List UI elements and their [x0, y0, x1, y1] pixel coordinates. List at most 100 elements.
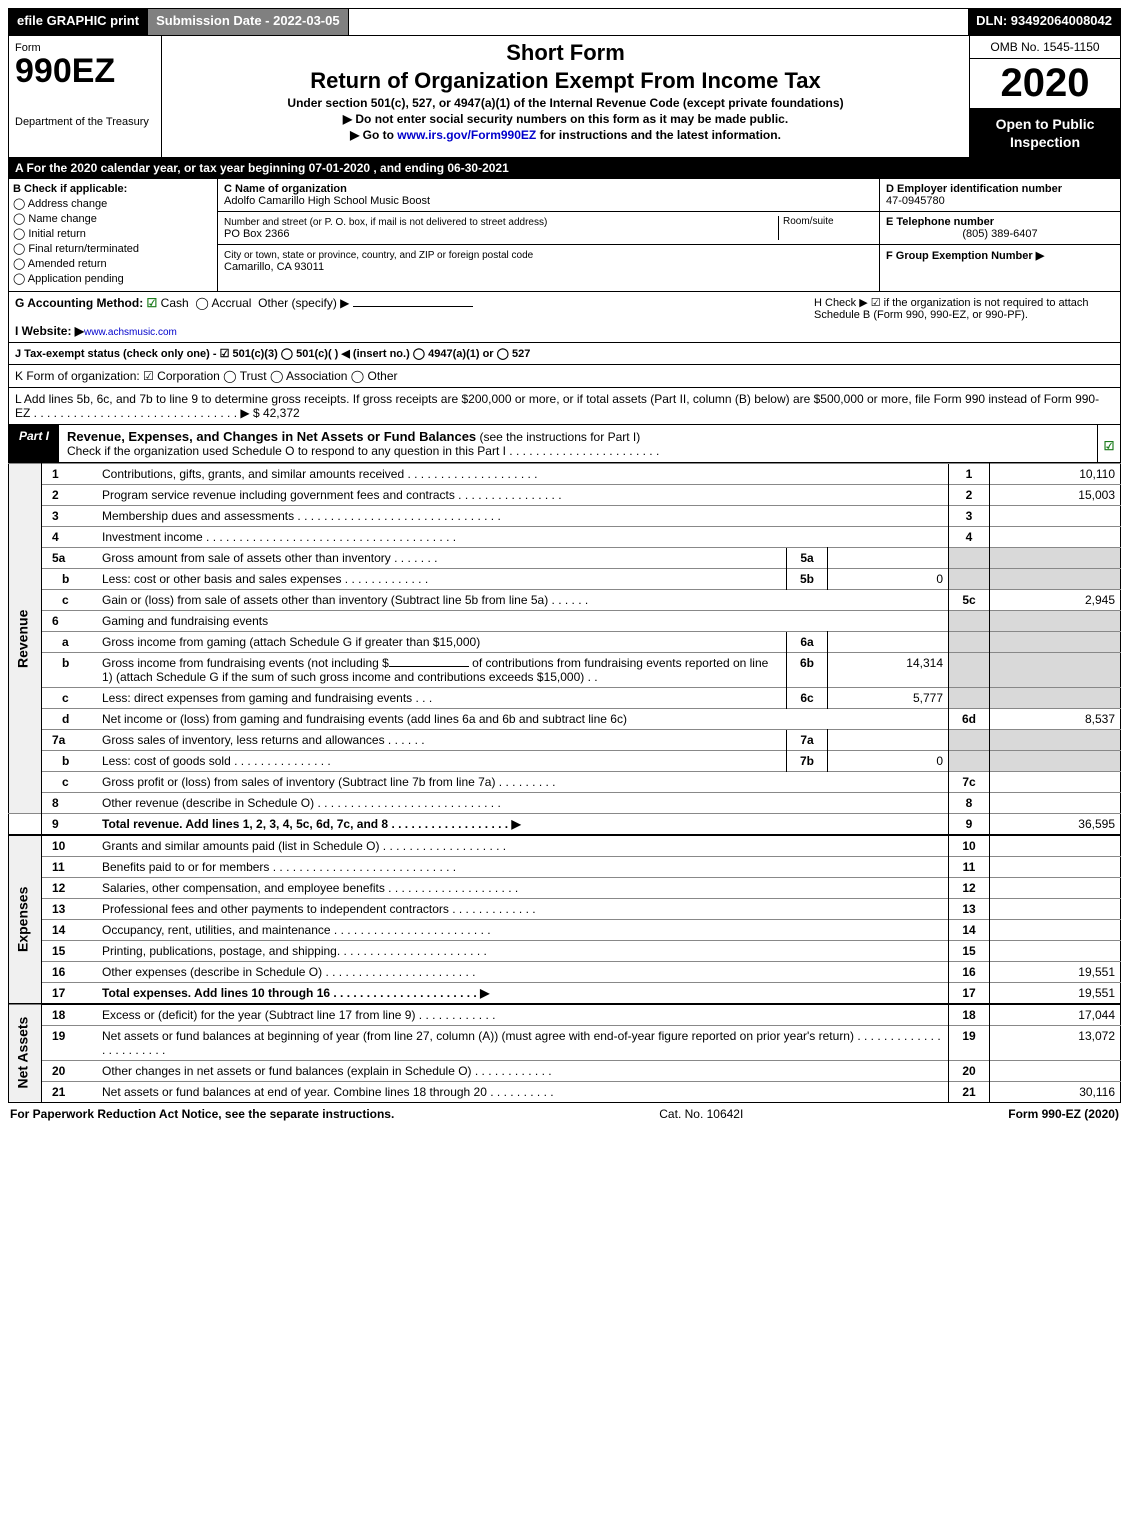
- table-row: 7aGross sales of inventory, less returns…: [9, 730, 1121, 751]
- i-pre: I Website: ▶: [15, 324, 84, 338]
- part-1-header: Part I Revenue, Expenses, and Changes in…: [8, 425, 1121, 463]
- table-row: Revenue 1 Contributions, gifts, grants, …: [9, 464, 1121, 485]
- chk-final-return[interactable]: ◯ Final return/terminated: [13, 242, 213, 255]
- city-row: City or town, state or province, country…: [218, 245, 879, 277]
- header-center: Short Form Return of Organization Exempt…: [162, 36, 970, 157]
- org-name-row: C Name of organization Adolfo Camarillo …: [218, 179, 879, 212]
- omb-number: OMB No. 1545-1150: [970, 36, 1120, 59]
- short-form-title: Short Form: [170, 40, 961, 66]
- header-left: Form 990EZ Department of the Treasury: [9, 36, 162, 157]
- ein-row: D Employer identification number 47-0945…: [880, 179, 1120, 212]
- table-row: Expenses 10Grants and similar amounts pa…: [9, 835, 1121, 857]
- top-bar: efile GRAPHIC print Submission Date - 20…: [8, 8, 1121, 36]
- table-row: 12Salaries, other compensation, and empl…: [9, 878, 1121, 899]
- table-row: 9Total revenue. Add lines 1, 2, 3, 4, 5c…: [9, 814, 1121, 836]
- table-row: 20Other changes in net assets or fund ba…: [9, 1061, 1121, 1082]
- ssn-warning: ▶ Do not enter social security numbers o…: [170, 112, 961, 126]
- l-value: $ 42,372: [253, 406, 300, 420]
- table-row: bLess: cost of goods sold . . . . . . . …: [9, 751, 1121, 772]
- footer-mid: Cat. No. 10642I: [659, 1107, 743, 1121]
- addr-label: Number and street (or P. O. box, if mail…: [224, 217, 547, 228]
- accounting-method: G Accounting Method: ☑ Cash ◯ Accrual Ot…: [15, 296, 473, 338]
- table-row: cLess: direct expenses from gaming and f…: [9, 688, 1121, 709]
- table-row: 4Investment income . . . . . . . . . . .…: [9, 527, 1121, 548]
- table-row: 14Occupancy, rent, utilities, and mainte…: [9, 920, 1121, 941]
- table-row: 16Other expenses (describe in Schedule O…: [9, 962, 1121, 983]
- page-footer: For Paperwork Reduction Act Notice, see …: [8, 1103, 1121, 1125]
- form-lines-table: Revenue 1 Contributions, gifts, grants, …: [8, 463, 1121, 1103]
- goto-pre: ▶ Go to: [350, 128, 397, 142]
- table-row: 11Benefits paid to or for members . . . …: [9, 857, 1121, 878]
- table-row: aGross income from gaming (attach Schedu…: [9, 632, 1121, 653]
- ein-value: 47-0945780: [886, 195, 945, 207]
- part-1-label: Part I: [9, 425, 59, 462]
- section-subhead: Under section 501(c), 527, or 4947(a)(1)…: [170, 96, 961, 110]
- check-icon: ☑: [1104, 439, 1115, 453]
- entity-info: B Check if applicable: ◯ Address change …: [8, 179, 1121, 292]
- c-label: C Name of organization: [224, 183, 347, 195]
- contrib-field[interactable]: [389, 666, 469, 667]
- org-name: Adolfo Camarillo High School Music Boost: [224, 195, 430, 207]
- chk-application-pending[interactable]: ◯ Application pending: [13, 272, 213, 285]
- irs-link[interactable]: www.irs.gov/Form990EZ: [397, 128, 536, 142]
- addr-value: PO Box 2366: [224, 228, 289, 240]
- goto-post: for instructions and the latest informat…: [536, 128, 781, 142]
- submission-date: Submission Date - 2022-03-05: [148, 9, 349, 35]
- l-text: L Add lines 5b, 6c, and 7b to line 9 to …: [15, 392, 1099, 420]
- website-link[interactable]: www.achsmusic.com: [84, 327, 177, 338]
- chk-name-change[interactable]: ◯ Name change: [13, 212, 213, 225]
- table-row: 19Net assets or fund balances at beginni…: [9, 1026, 1121, 1061]
- dept-treasury: Department of the Treasury: [15, 116, 155, 128]
- table-row: cGain or (loss) from sale of assets othe…: [9, 590, 1121, 611]
- table-row: 3Membership dues and assessments . . . .…: [9, 506, 1121, 527]
- footer-left: For Paperwork Reduction Act Notice, see …: [10, 1107, 394, 1121]
- chk-initial-return[interactable]: ◯ Initial return: [13, 227, 213, 240]
- row-j: J Tax-exempt status (check only one) - ☑…: [8, 343, 1121, 365]
- part-1-checkbox[interactable]: ☑: [1097, 425, 1120, 462]
- open-public: Open to Public Inspection: [970, 109, 1120, 157]
- table-row: 13Professional fees and other payments t…: [9, 899, 1121, 920]
- d-label: D Employer identification number: [886, 183, 1062, 195]
- chk-amended-return[interactable]: ◯ Amended return: [13, 257, 213, 270]
- revenue-side-label: Revenue: [9, 464, 42, 814]
- room-suite: Room/suite: [778, 216, 873, 240]
- expenses-side-label: Expenses: [9, 835, 42, 1004]
- e-label: E Telephone number: [886, 216, 994, 228]
- j-text: J Tax-exempt status (check only one) - ☑…: [15, 348, 530, 360]
- box-b: B Check if applicable: ◯ Address change …: [9, 179, 218, 291]
- city-value: Camarillo, CA 93011: [224, 261, 324, 273]
- h-schedule-b: H Check ▶ ☑ if the organization is not r…: [814, 296, 1114, 321]
- table-row: 17Total expenses. Add lines 10 through 1…: [9, 983, 1121, 1005]
- netassets-side-label: Net Assets: [9, 1004, 42, 1103]
- header-right: OMB No. 1545-1150 2020 Open to Public In…: [970, 36, 1120, 157]
- table-row: bLess: cost or other basis and sales exp…: [9, 569, 1121, 590]
- tax-year: 2020: [970, 59, 1120, 109]
- dln: DLN: 93492064008042: [968, 9, 1120, 35]
- table-row: 15Printing, publications, postage, and s…: [9, 941, 1121, 962]
- row-g-h: G Accounting Method: ☑ Cash ◯ Accrual Ot…: [8, 292, 1121, 343]
- city-label: City or town, state or province, country…: [224, 250, 533, 261]
- box-b-header: B Check if applicable:: [13, 183, 127, 195]
- return-title: Return of Organization Exempt From Incom…: [170, 68, 961, 94]
- box-c: C Name of organization Adolfo Camarillo …: [218, 179, 880, 291]
- phone-row: E Telephone number (805) 389-6407: [880, 212, 1120, 245]
- table-row: 6Gaming and fundraising events: [9, 611, 1121, 632]
- f-label: F Group Exemption Number ▶: [886, 250, 1044, 262]
- instructions-line: ▶ Go to www.irs.gov/Form990EZ for instru…: [170, 128, 961, 142]
- footer-right: Form 990-EZ (2020): [1008, 1107, 1119, 1121]
- address-row: Number and street (or P. O. box, if mail…: [218, 212, 879, 245]
- box-def: D Employer identification number 47-0945…: [880, 179, 1120, 291]
- form-number: 990EZ: [15, 54, 155, 88]
- g-pre: G Accounting Method:: [15, 296, 147, 310]
- other-specify-field[interactable]: [353, 306, 473, 307]
- table-row: 5aGross amount from sale of assets other…: [9, 548, 1121, 569]
- table-row: Net Assets 18Excess or (deficit) for the…: [9, 1004, 1121, 1026]
- top-spacer: [349, 9, 969, 35]
- part-1-title: Revenue, Expenses, and Changes in Net As…: [59, 425, 1097, 462]
- table-row: cGross profit or (loss) from sales of in…: [9, 772, 1121, 793]
- table-row: 8Other revenue (describe in Schedule O) …: [9, 793, 1121, 814]
- row-k: K Form of organization: ☑ Corporation ◯ …: [8, 365, 1121, 388]
- chk-address-change[interactable]: ◯ Address change: [13, 197, 213, 210]
- cash-check-icon: ☑: [147, 296, 158, 310]
- row-l: L Add lines 5b, 6c, and 7b to line 9 to …: [8, 388, 1121, 425]
